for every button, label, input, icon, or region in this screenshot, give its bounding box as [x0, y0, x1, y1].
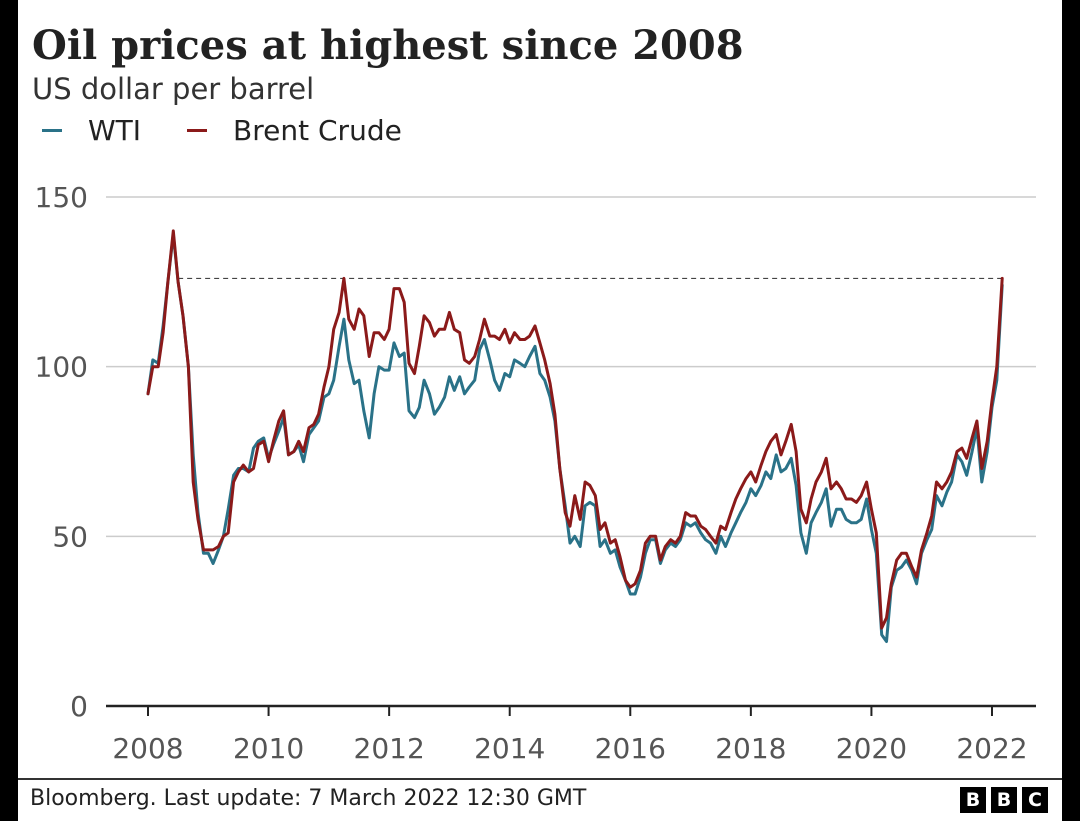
- x-tick-label-2020: 2020: [836, 732, 907, 765]
- logo-letter-b1: B: [960, 787, 986, 813]
- footer: Bloomberg. Last update: 7 March 2022 12:…: [18, 778, 1062, 821]
- bbc-logo: B B C: [955, 787, 1048, 813]
- logo-letter-b2: B: [991, 787, 1017, 813]
- y-tick-label-100: 100: [35, 351, 88, 384]
- x-tick-label-2010: 2010: [233, 732, 304, 765]
- chart-title: Oil prices at highest since 2008: [32, 22, 744, 69]
- chart-card: Oil prices at highest since 2008 US doll…: [18, 0, 1062, 821]
- legend-swatch-wti: [42, 128, 62, 132]
- logo-letter-c: C: [1022, 787, 1048, 813]
- legend: WTI Brent Crude: [32, 112, 438, 148]
- y-tick-label-50: 50: [52, 520, 88, 553]
- source-text: Bloomberg. Last update: 7 March 2022 12:…: [30, 786, 587, 811]
- x-tick-label-2018: 2018: [715, 732, 786, 765]
- legend-swatch-brent: [187, 128, 208, 132]
- x-tick-label-2008: 2008: [112, 732, 183, 765]
- chart-subtitle: US dollar per barrel: [32, 72, 315, 106]
- line-chart: 0 50 100 150 2008 2010 2012 2014 2016 2018 2020 202…: [35, 181, 1036, 765]
- legend-item-wti: WTI: [32, 114, 141, 147]
- x-tick-label-2016: 2016: [595, 732, 666, 765]
- x-tick-label-2012: 2012: [354, 732, 425, 765]
- x-tick-label-2014: 2014: [474, 732, 545, 765]
- series-line-brent-crude: [146, 229, 1004, 630]
- y-tick-label-0: 0: [70, 690, 88, 723]
- x-tick-label-2022: 2022: [956, 732, 1027, 765]
- legend-label-wti: WTI: [88, 113, 142, 147]
- series-line-wti: [146, 232, 1004, 643]
- y-tick-label-150: 150: [35, 181, 88, 214]
- legend-item-brent: Brent Crude: [177, 114, 402, 147]
- legend-label-brent: Brent Crude: [233, 113, 402, 147]
